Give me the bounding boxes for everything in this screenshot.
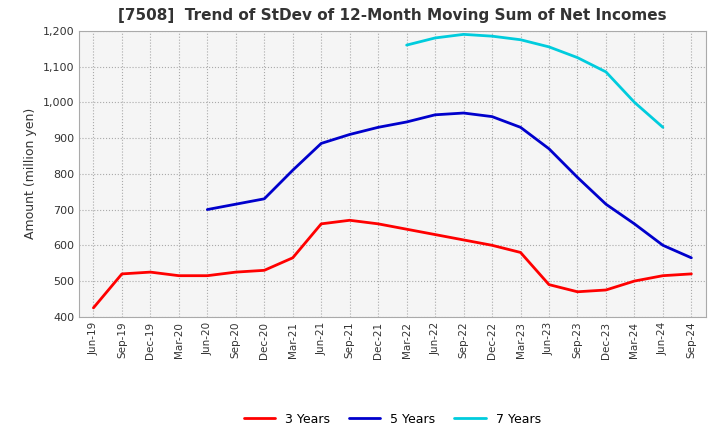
Line: 7 Years: 7 Years (407, 34, 663, 127)
3 Years (459, 237, 468, 242)
5 Years (232, 202, 240, 207)
5 Years (402, 119, 411, 125)
3 Years (317, 221, 325, 227)
5 Years (573, 175, 582, 180)
5 Years (459, 110, 468, 116)
5 Years (545, 146, 554, 151)
7 Years (545, 44, 554, 50)
7 Years (659, 125, 667, 130)
3 Years (146, 269, 155, 275)
3 Years (402, 227, 411, 232)
7 Years (402, 42, 411, 48)
3 Years (602, 287, 611, 293)
3 Years (89, 305, 98, 311)
3 Years (487, 242, 496, 248)
3 Years (346, 218, 354, 223)
5 Years (516, 125, 525, 130)
7 Years (431, 35, 439, 40)
3 Years (516, 250, 525, 255)
Line: 5 Years: 5 Years (207, 113, 691, 258)
3 Years (630, 279, 639, 284)
5 Years (374, 125, 382, 130)
3 Years (659, 273, 667, 279)
7 Years (573, 55, 582, 60)
5 Years (431, 112, 439, 117)
3 Years (545, 282, 554, 287)
3 Years (431, 232, 439, 237)
3 Years (117, 271, 126, 276)
3 Years (174, 273, 183, 279)
Line: 3 Years: 3 Years (94, 220, 691, 308)
3 Years (203, 273, 212, 279)
5 Years (630, 221, 639, 227)
5 Years (289, 168, 297, 173)
5 Years (487, 114, 496, 119)
7 Years (487, 33, 496, 39)
5 Years (317, 141, 325, 146)
Y-axis label: Amount (million yen): Amount (million yen) (24, 108, 37, 239)
5 Years (659, 242, 667, 248)
5 Years (602, 202, 611, 207)
Title: [7508]  Trend of StDev of 12-Month Moving Sum of Net Incomes: [7508] Trend of StDev of 12-Month Moving… (118, 7, 667, 23)
7 Years (516, 37, 525, 42)
5 Years (687, 255, 696, 260)
5 Years (260, 196, 269, 202)
7 Years (630, 99, 639, 105)
3 Years (232, 269, 240, 275)
7 Years (602, 69, 611, 74)
5 Years (203, 207, 212, 212)
7 Years (459, 32, 468, 37)
3 Years (260, 268, 269, 273)
Legend: 3 Years, 5 Years, 7 Years: 3 Years, 5 Years, 7 Years (239, 408, 546, 431)
3 Years (573, 289, 582, 294)
3 Years (687, 271, 696, 276)
3 Years (374, 221, 382, 227)
5 Years (346, 132, 354, 137)
3 Years (289, 255, 297, 260)
